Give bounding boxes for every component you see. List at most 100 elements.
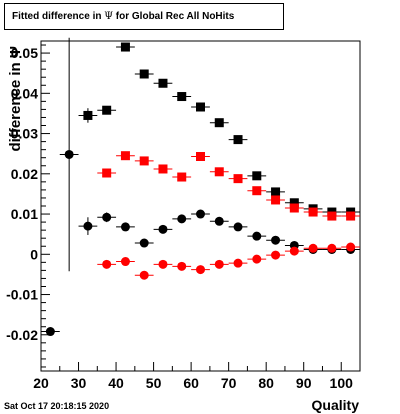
data-point: [172, 172, 192, 182]
data-points: [41, 37, 360, 337]
x-tick-label: 20: [33, 375, 49, 391]
circle-marker: [102, 259, 112, 269]
data-point: [153, 164, 173, 174]
circle-marker: [289, 246, 299, 256]
data-point: [191, 265, 210, 275]
square-marker: [102, 168, 112, 178]
data-point: [247, 171, 267, 181]
data-point: [284, 246, 304, 256]
title-box: Fitted difference in Ψ for Global Rec Al…: [4, 3, 284, 30]
data-point: [341, 211, 360, 221]
square-marker: [196, 152, 205, 161]
data-point: [322, 211, 342, 221]
circle-marker: [271, 250, 281, 260]
data-point: [266, 195, 285, 205]
square-marker: [177, 172, 187, 182]
circle-marker: [120, 222, 130, 232]
circle-marker: [120, 257, 130, 267]
circle-marker: [327, 243, 337, 253]
data-point: [191, 152, 210, 161]
circle-marker: [177, 214, 187, 224]
data-point: [228, 222, 248, 232]
square-marker: [214, 167, 224, 177]
data-point: [116, 222, 135, 232]
square-marker: [83, 110, 93, 120]
y-tick-label: -0.01: [6, 287, 38, 303]
data-point: [172, 92, 192, 102]
data-point: [247, 254, 267, 264]
square-marker: [271, 187, 281, 197]
data-point: [172, 261, 192, 271]
circle-marker: [233, 258, 243, 268]
data-point: [97, 259, 117, 269]
square-marker: [120, 42, 130, 52]
square-marker: [120, 151, 130, 161]
data-point: [59, 37, 79, 272]
square-marker: [252, 171, 262, 181]
data-point: [78, 217, 98, 235]
square-marker: [289, 198, 299, 208]
data-point: [228, 174, 248, 184]
data-point: [116, 257, 135, 267]
circle-marker: [45, 327, 55, 337]
circle-marker: [139, 270, 149, 280]
data-point: [153, 224, 173, 234]
x-tick-label: 40: [108, 375, 124, 391]
data-point: [134, 69, 154, 79]
square-marker: [346, 211, 356, 221]
x-tick-label: 70: [221, 375, 237, 391]
data-point: [153, 78, 173, 88]
square-marker: [214, 118, 224, 128]
square-marker: [308, 207, 318, 217]
circle-marker: [346, 242, 356, 252]
y-tick-label: 0.04: [11, 85, 38, 101]
data-point: [97, 168, 117, 178]
y-tick-label: -0.02: [6, 327, 38, 343]
data-point: [228, 258, 248, 268]
data-point: [78, 108, 98, 123]
data-point: [116, 42, 135, 52]
data-point: [209, 167, 229, 177]
data-point: [266, 235, 285, 245]
circle-marker: [252, 231, 262, 241]
x-tick-label: 30: [71, 375, 87, 391]
data-point: [172, 214, 192, 224]
x-tick-label: 100: [330, 375, 354, 391]
data-point: [97, 212, 117, 223]
x-tick-label: 50: [146, 375, 162, 391]
y-tick-label: 0: [30, 246, 38, 262]
x-tick-label: 80: [258, 375, 274, 391]
square-marker: [271, 195, 281, 205]
data-point: [303, 243, 323, 253]
circle-marker: [177, 261, 187, 271]
y-axis-label: difference in Ψ: [7, 46, 24, 152]
square-marker: [139, 156, 149, 166]
square-marker: [177, 92, 187, 102]
data-point: [209, 259, 229, 269]
data-point: [191, 209, 210, 219]
square-marker: [289, 203, 299, 213]
y-tick-label: 0.03: [11, 126, 38, 142]
circle-marker: [158, 224, 168, 234]
data-point: [134, 238, 154, 248]
data-point: [41, 327, 60, 337]
circle-marker: [196, 265, 205, 275]
data-point: [303, 207, 323, 217]
data-point: [191, 102, 210, 112]
x-axis-label: Quality: [312, 397, 360, 413]
circle-marker: [308, 243, 318, 253]
circle-marker: [214, 216, 224, 226]
circle-marker: [83, 221, 93, 231]
data-point: [209, 216, 229, 226]
data-point: [341, 242, 360, 252]
x-tick-label: 60: [183, 375, 199, 391]
data-point: [134, 156, 154, 166]
data-point: [322, 243, 342, 253]
circle-marker: [233, 222, 243, 232]
y-tick-label: 0.01: [11, 206, 38, 222]
timestamp: Sat Oct 17 20:18:15 2020: [4, 401, 110, 411]
circle-marker: [214, 259, 224, 269]
circle-marker: [158, 259, 168, 269]
data-point: [247, 186, 267, 196]
data-point: [228, 135, 248, 145]
